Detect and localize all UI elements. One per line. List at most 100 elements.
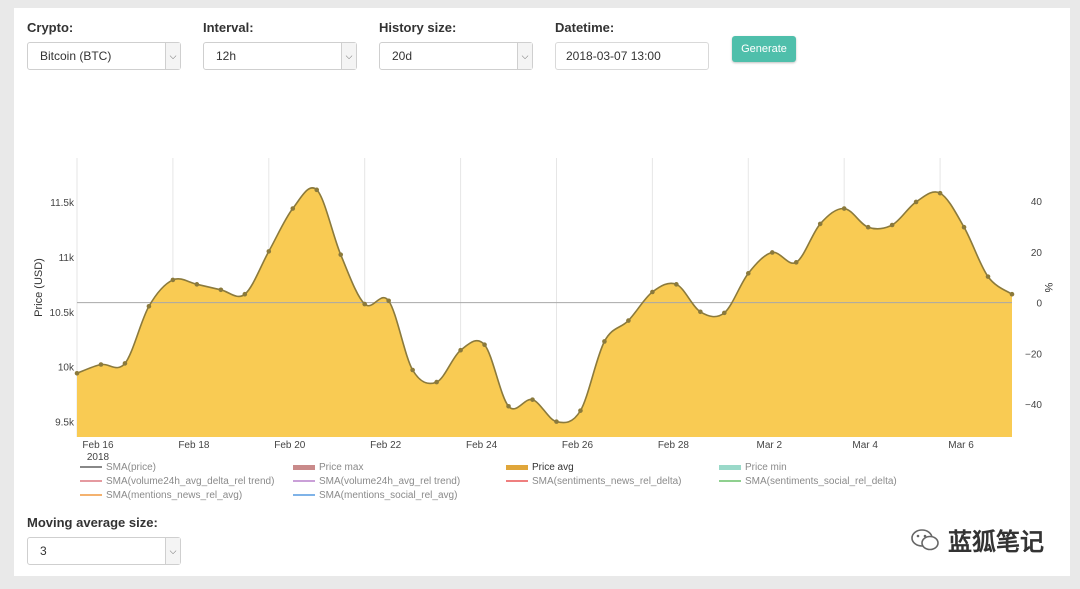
- data-point: [410, 367, 415, 373]
- history-control: History size: 20d ⌵: [379, 20, 533, 70]
- data-point: [74, 370, 80, 376]
- data-point: [889, 222, 895, 228]
- legend-item[interactable]: SMA(mentions_news_rel_avg): [80, 490, 242, 501]
- datetime-input[interactable]: 2018-03-07 13:00: [555, 42, 709, 70]
- chevron-down-icon[interactable]: ⌵: [341, 43, 356, 69]
- moving-average-value: 3: [40, 544, 47, 558]
- x-tick-label: Feb 22: [370, 440, 402, 451]
- data-point: [338, 252, 344, 257]
- data-point: [674, 282, 679, 287]
- x-tick-label: Mar 4: [852, 440, 878, 451]
- crypto-select[interactable]: Bitcoin (BTC) ⌵: [27, 42, 181, 70]
- legend-item[interactable]: SMA(mentions_social_rel_avg): [293, 490, 457, 501]
- data-point: [961, 224, 967, 230]
- moving-average-select[interactable]: 3 ⌵: [27, 537, 181, 565]
- legend-swatch: [506, 480, 528, 483]
- history-label: History size:: [379, 20, 457, 35]
- legend-item[interactable]: SMA(sentiments_news_rel_delta): [506, 476, 682, 487]
- generate-button[interactable]: Generate: [732, 36, 796, 62]
- x-tick-label: Mar 2: [757, 440, 783, 451]
- legend-item[interactable]: SMA(volume24h_avg_rel trend): [293, 476, 460, 487]
- legend-label: Price min: [745, 462, 787, 473]
- price-avg-area: [77, 187, 1012, 437]
- data-point: [817, 221, 823, 227]
- y2-tick-label: −40: [1025, 400, 1042, 411]
- data-point: [506, 403, 511, 409]
- y-tick-label: 11k: [59, 253, 75, 264]
- data-point: [386, 298, 391, 304]
- data-point: [98, 362, 104, 367]
- data-point: [626, 318, 631, 323]
- data-point: [937, 190, 943, 196]
- legend-label: SMA(mentions_news_rel_avg): [106, 490, 243, 501]
- x-tick-label: Feb 16: [82, 440, 114, 451]
- legend-item[interactable]: SMA(price): [80, 462, 156, 473]
- price-avg-points: [74, 187, 1015, 424]
- legend-item[interactable]: SMA(sentiments_social_rel_delta): [719, 476, 897, 487]
- data-point: [218, 287, 224, 293]
- legend-item[interactable]: SMA(volume24h_avg_delta_rel trend): [80, 476, 274, 487]
- history-value: 20d: [392, 49, 413, 63]
- data-point: [290, 206, 296, 211]
- legend-label: Price avg: [532, 462, 574, 473]
- x-tick-label: Feb 24: [466, 440, 498, 451]
- data-point: [1009, 291, 1015, 297]
- wechat-icon: [911, 528, 939, 550]
- data-point: [266, 249, 272, 254]
- data-point: [362, 301, 367, 307]
- y-axis-ticks: 9.5k 10k 10.5k 11k 11.5k: [50, 198, 75, 429]
- data-point: [865, 224, 871, 230]
- legend-label: SMA(sentiments_news_rel_delta): [532, 476, 682, 487]
- legend-label: SMA(mentions_social_rel_avg): [319, 490, 458, 501]
- interval-label: Interval:: [203, 20, 254, 35]
- data-point: [458, 347, 463, 353]
- interval-value: 12h: [216, 49, 237, 63]
- chevron-down-icon[interactable]: ⌵: [165, 43, 180, 69]
- data-point: [122, 361, 128, 366]
- watermark-text: 蓝狐笔记: [948, 529, 1044, 556]
- data-point: [841, 206, 847, 211]
- data-point: [554, 419, 559, 424]
- x-tick-label: Feb 18: [178, 440, 210, 451]
- data-point: [482, 342, 487, 348]
- interval-select[interactable]: 12h ⌵: [203, 42, 357, 70]
- price-avg-line: [76, 187, 1013, 424]
- legend-label: SMA(volume24h_avg_rel trend): [319, 476, 461, 487]
- history-select[interactable]: 20d ⌵: [379, 42, 533, 70]
- crypto-value: Bitcoin (BTC): [40, 49, 112, 63]
- x-tick-year-label: 2018: [87, 452, 110, 463]
- y2-tick-label: 0: [1036, 299, 1042, 310]
- crypto-control: Crypto: Bitcoin (BTC) ⌵: [27, 20, 181, 70]
- data-point: [578, 408, 583, 413]
- y2-axis-label: %: [1042, 283, 1054, 293]
- data-point: [434, 379, 439, 385]
- legend-swatch: [293, 480, 315, 483]
- legend-label: SMA(price): [106, 462, 157, 473]
- legend-item[interactable]: Price avg: [506, 462, 574, 473]
- data-point: [745, 271, 751, 276]
- interval-control: Interval: 12h ⌵: [203, 20, 357, 70]
- y-tick-label: 9.5k: [55, 418, 75, 429]
- data-point: [722, 310, 727, 316]
- legend-label: SMA(volume24h_avg_delta_rel trend): [106, 476, 275, 487]
- data-point: [242, 291, 248, 297]
- x-axis-ticks: Feb 16 Feb 18 Feb 20 Feb 22 Feb 24 Feb 26 Feb …: [82, 440, 974, 463]
- legend-item[interactable]: Price min: [719, 462, 787, 473]
- x-tick-label: Feb 20: [274, 440, 306, 451]
- chevron-down-icon[interactable]: ⌵: [165, 538, 180, 564]
- data-point: [530, 397, 535, 402]
- x-tick-label: Feb 28: [658, 440, 690, 451]
- data-point: [194, 282, 200, 287]
- legend-swatch: [80, 466, 102, 469]
- y2-tick-label: 40: [1031, 197, 1043, 208]
- watermark: 蓝狐笔记: [910, 522, 1044, 557]
- x-tick-label: Mar 6: [948, 440, 974, 451]
- main-panel: Crypto: Bitcoin (BTC) ⌵ Interval: 12h ⌵ …: [14, 8, 1070, 576]
- data-point: [602, 339, 607, 344]
- chevron-down-icon[interactable]: ⌵: [517, 43, 532, 69]
- legend-swatch: [719, 480, 741, 483]
- y2-axis-ticks: −40 −20 0 20 40: [1025, 197, 1042, 411]
- legend-swatch: [293, 464, 315, 470]
- y2-tick-label: 20: [1031, 248, 1043, 259]
- legend-item[interactable]: Price max: [293, 462, 363, 473]
